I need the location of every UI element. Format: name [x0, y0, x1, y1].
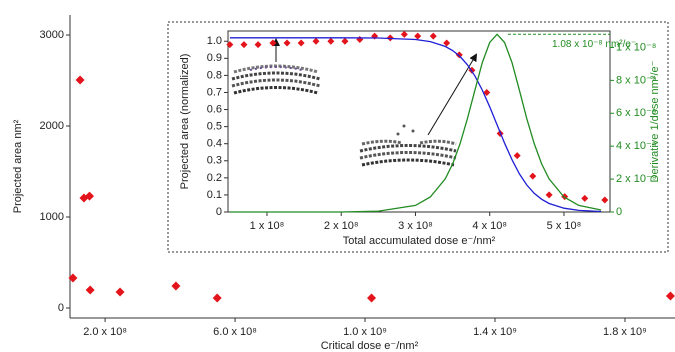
data-point — [312, 37, 320, 45]
y-tick-label: 0.6 — [207, 103, 222, 115]
x-tick-label: 1.0 x 10⁹ — [343, 326, 387, 338]
y2-tick-label: 4 x 10⁻⁹ — [616, 140, 656, 152]
data-point — [297, 39, 305, 47]
data-point — [665, 291, 675, 301]
data-point — [341, 37, 349, 45]
x-tick-label: 4 x 10⁸ — [472, 220, 507, 232]
series-line — [229, 37, 602, 213]
data-point — [529, 172, 537, 180]
annotation: 1.08 x 10⁻⁸ nm²/e⁻ — [552, 39, 636, 50]
data-point — [483, 88, 491, 96]
x-tick-label: 2.0 x 10⁸ — [83, 326, 127, 338]
sketch-intact — [231, 64, 321, 95]
y-tick-label: 0.7 — [207, 86, 222, 98]
y2-tick-label: 2 x 10⁻⁹ — [616, 173, 656, 185]
y2-tick-label: 8 x 10⁻⁹ — [616, 74, 656, 86]
particle-sketches — [231, 38, 478, 167]
x-axis-label: Total accumulated dose e⁻/nm² — [343, 235, 496, 247]
x-tick-label: 2 x 10⁸ — [324, 220, 359, 232]
y-tick-label: 3000 — [40, 29, 64, 41]
y2-tick-label: 1 x 10⁻⁸ — [616, 41, 656, 53]
data-point — [414, 32, 422, 40]
data-point — [75, 75, 85, 85]
data-point — [85, 285, 95, 295]
data-point — [283, 39, 291, 47]
data-point — [84, 191, 94, 201]
data-point — [269, 39, 277, 47]
y-axis-label: Projected area (normalized) — [179, 54, 191, 190]
data-point — [545, 191, 553, 199]
y-tick-label: 1000 — [40, 211, 64, 223]
y-tick-label: 0.8 — [207, 69, 222, 81]
y-axis-label: Projected area nm² — [12, 119, 24, 213]
data-point — [400, 30, 408, 38]
data-point — [429, 32, 437, 40]
y-tick-label: 0.2 — [207, 172, 222, 184]
y-tick-label: 0 — [216, 206, 222, 218]
x-tick-label: 1.4 x 10⁹ — [473, 326, 517, 338]
y2-axis-label: Derivative 1/dose nm²/e⁻ — [649, 60, 661, 182]
y-tick-label: 0.9 — [207, 52, 222, 64]
y-tick-label: 0.1 — [207, 189, 222, 201]
sketch-damaged — [359, 124, 457, 167]
main-chart: 2.0 x 10⁸ 6.0 x 10⁸ 1.0 x 10⁹ 1.4 x 10⁹ 1.8 … — [12, 15, 675, 352]
y-tick-label: 0.3 — [207, 155, 222, 167]
x-tick-label: 6.0 x 10⁸ — [213, 326, 257, 338]
data-point — [226, 41, 234, 49]
plot-frame — [227, 30, 611, 213]
y-tick-label: 0.5 — [207, 121, 222, 133]
inset-frame — [167, 21, 669, 253]
x-axis-label: Critical dose e⁻/nm² — [321, 340, 419, 352]
data-point — [115, 287, 125, 297]
data-point — [386, 34, 394, 42]
data-point — [212, 293, 222, 303]
data-point — [254, 41, 262, 49]
x-tick-label: 5 x 10⁸ — [547, 220, 582, 232]
y2-tick-label: 0 — [616, 206, 622, 218]
data-point — [513, 152, 521, 160]
series-line — [229, 33, 602, 213]
y-tick-label: 2000 — [40, 120, 64, 132]
x-tick-label: 3 x 10⁸ — [398, 220, 433, 232]
data-point — [367, 293, 377, 303]
arrow — [427, 53, 478, 136]
x-tick-label: 1.8 x 10⁹ — [603, 326, 647, 338]
data-point — [443, 39, 451, 47]
y-tick-label: 1.0 — [207, 35, 222, 47]
data-point — [171, 281, 181, 291]
data-point — [240, 41, 248, 49]
data-point — [327, 37, 335, 45]
y-tick-label: 0.4 — [207, 138, 222, 150]
y2-tick-label: 6 x 10⁻⁹ — [616, 107, 656, 119]
inset-chart: 1 x 10⁸ 2 x 10⁸ 3 x 10⁸ 4 x 10⁸ 5 x 10⁸ 0 0.1 0… — [179, 30, 661, 247]
data-point — [68, 273, 78, 283]
data-point — [581, 194, 589, 202]
data-point — [601, 196, 609, 204]
x-tick-label: 1 x 10⁸ — [250, 220, 285, 232]
y-tick-label: 0 — [58, 302, 64, 314]
